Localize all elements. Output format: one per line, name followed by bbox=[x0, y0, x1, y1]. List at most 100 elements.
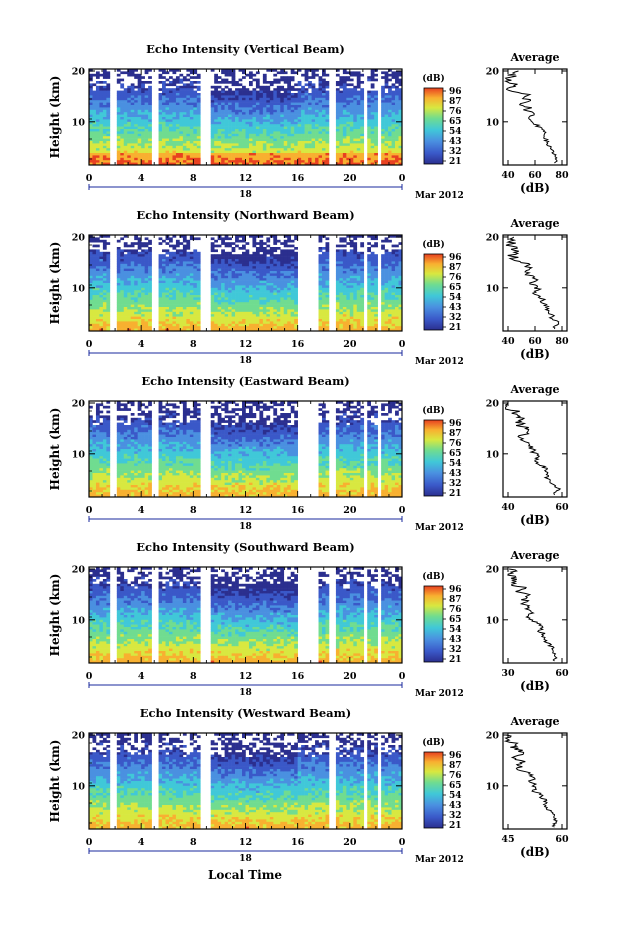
heatmap-cell bbox=[158, 129, 163, 132]
heatmap-cell bbox=[339, 112, 344, 115]
heatmap-cell bbox=[248, 280, 253, 284]
colorbar-tick-label: 54 bbox=[449, 127, 462, 137]
heatmap-cell bbox=[245, 121, 250, 125]
heatmap-cell bbox=[318, 235, 323, 238]
heatmap-cell bbox=[248, 145, 253, 149]
heatmap-cell bbox=[301, 95, 305, 99]
heatmap-cell bbox=[141, 309, 145, 313]
heatmap-cell bbox=[266, 97, 271, 101]
heatmap-cell bbox=[245, 129, 250, 132]
heatmap-cell bbox=[398, 73, 403, 77]
heatmap-cell bbox=[290, 102, 295, 106]
heatmap-cell bbox=[287, 133, 292, 137]
heatmap-cell bbox=[248, 321, 253, 325]
heatmap-cell bbox=[276, 280, 281, 284]
heatmap-cell bbox=[283, 129, 288, 132]
heatmap-cell bbox=[228, 268, 232, 272]
heatmap-cell bbox=[322, 299, 326, 303]
heatmap-cell bbox=[276, 285, 281, 289]
heatmap-cell bbox=[217, 124, 222, 127]
heatmap-cell bbox=[346, 100, 351, 103]
heatmap-cell bbox=[287, 78, 292, 82]
heatmap-cell bbox=[158, 237, 163, 241]
heatmap-cell bbox=[214, 133, 218, 137]
heatmap-cell bbox=[262, 283, 267, 286]
heatmap-cell bbox=[189, 109, 194, 113]
heatmap-cell bbox=[342, 112, 347, 115]
heatmap-cell bbox=[315, 143, 319, 147]
heatmap-cell bbox=[210, 328, 215, 332]
heatmap-cell bbox=[388, 162, 392, 166]
heatmap-cell bbox=[210, 256, 215, 260]
heatmap-cell bbox=[165, 249, 170, 253]
heatmap-cell bbox=[252, 287, 257, 291]
heatmap-cell bbox=[165, 112, 170, 115]
heatmap-cell bbox=[360, 160, 365, 163]
heatmap-cell bbox=[120, 95, 125, 99]
heatmap-cell bbox=[172, 321, 177, 325]
heatmap-cell bbox=[217, 153, 222, 156]
heatmap-cell bbox=[342, 69, 347, 72]
heatmap-cell bbox=[165, 283, 170, 286]
heatmap-cell bbox=[235, 239, 239, 243]
heatmap-cell bbox=[224, 100, 229, 103]
heatmap-cell bbox=[262, 81, 267, 84]
heatmap-cell bbox=[273, 235, 278, 238]
x-tick-label: 16 bbox=[291, 173, 305, 184]
heatmap-cell bbox=[370, 93, 375, 96]
heatmap-cell bbox=[342, 78, 347, 82]
heatmap-cell bbox=[158, 109, 163, 113]
heatmap-cell bbox=[193, 256, 198, 260]
heatmap-cell bbox=[99, 259, 104, 262]
heatmap-cell bbox=[395, 136, 399, 139]
heatmap-cell bbox=[322, 153, 326, 156]
heatmap-cell bbox=[290, 268, 295, 272]
heatmap-cell bbox=[252, 150, 257, 154]
heatmap-cell bbox=[196, 155, 201, 159]
heatmap-cell bbox=[175, 107, 180, 111]
heatmap-cell bbox=[186, 287, 191, 291]
heatmap-cell bbox=[116, 271, 121, 274]
heatmap-cell bbox=[235, 323, 239, 327]
heatmap-cell bbox=[130, 131, 135, 135]
heatmap-cell bbox=[322, 302, 326, 305]
heatmap-cell bbox=[342, 145, 347, 149]
heatmap-cell bbox=[349, 102, 354, 106]
heatmap-cell bbox=[374, 155, 378, 159]
heatmap-cell bbox=[269, 121, 274, 125]
heatmap-cell bbox=[189, 321, 194, 325]
heatmap-cell bbox=[196, 133, 201, 137]
heatmap-cell bbox=[148, 249, 152, 253]
heatmap-cell bbox=[255, 326, 260, 329]
heatmap-cell bbox=[120, 328, 125, 332]
heatmap-cell bbox=[189, 266, 194, 269]
heatmap-cell bbox=[287, 263, 292, 267]
heatmap-cell bbox=[165, 136, 170, 139]
heatmap-cell bbox=[325, 259, 330, 262]
heatmap-cell bbox=[116, 119, 121, 123]
heatmap-cell bbox=[168, 90, 173, 94]
heatmap-cell bbox=[137, 119, 142, 123]
heatmap-cell bbox=[304, 129, 309, 132]
heatmap-cell bbox=[231, 102, 236, 106]
heatmap-cell bbox=[182, 145, 187, 149]
heatmap-cell bbox=[266, 295, 271, 298]
heatmap-cell bbox=[235, 316, 239, 320]
heatmap-cell bbox=[127, 109, 132, 113]
heatmap-cell bbox=[189, 85, 194, 89]
heatmap-cell bbox=[186, 263, 191, 267]
heatmap-cell bbox=[273, 78, 278, 82]
heatmap-cell bbox=[311, 69, 316, 72]
heatmap-cell bbox=[186, 302, 191, 305]
heatmap-cell bbox=[221, 153, 225, 156]
heatmap-cell bbox=[262, 131, 267, 135]
heatmap-cell bbox=[172, 295, 177, 298]
heatmap-cell bbox=[99, 266, 104, 269]
heatmap-cell bbox=[144, 95, 149, 99]
heatmap-cell bbox=[130, 73, 135, 77]
heatmap-cell bbox=[283, 119, 288, 123]
heatmap-cell bbox=[158, 88, 163, 91]
heatmap-cell bbox=[175, 133, 180, 137]
heatmap-cell bbox=[189, 287, 194, 291]
heatmap-cell bbox=[283, 109, 288, 113]
